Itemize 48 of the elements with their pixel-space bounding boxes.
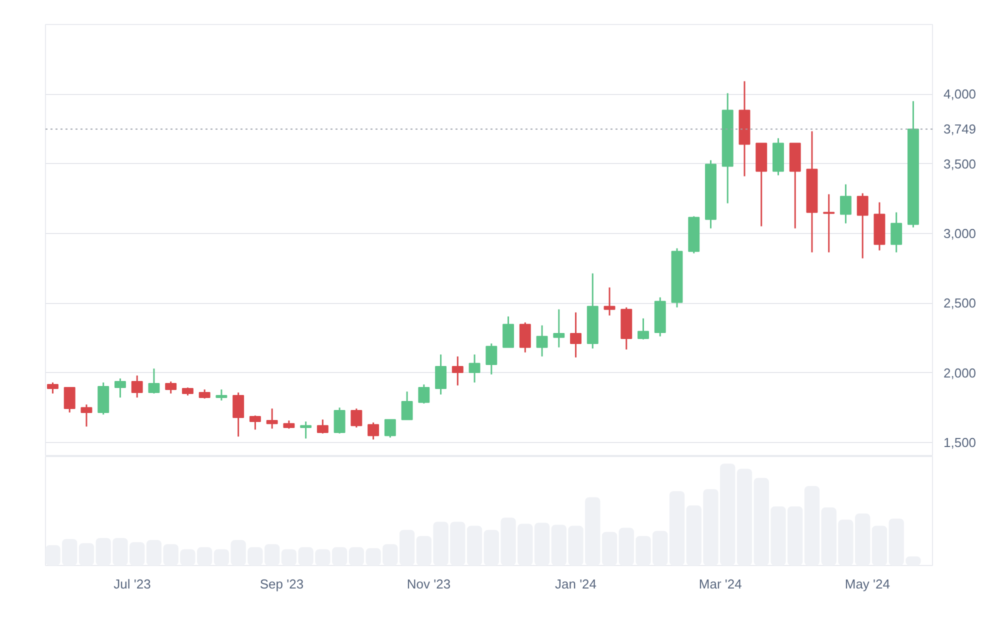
candlestick [468,354,480,384]
y-tick-label: 2,000 [944,365,976,380]
candlestick [350,408,362,428]
x-tick-label: Nov '23 [406,576,451,592]
ref-line-label: 3,749 [944,122,976,137]
x-tick-label: Sep '23 [260,576,304,592]
y-tick-label: 4,000 [944,86,976,102]
y-tick-label: 1,500 [944,435,976,450]
candlestick [638,318,649,340]
candlestick [249,414,261,430]
y-tick-label: 2,500 [944,296,976,311]
candlestick [165,380,177,394]
y-tick-label: 3,000 [944,226,976,242]
candlestick [519,322,531,354]
candlestick [823,193,835,254]
candlestick [401,390,413,420]
x-tick-label: Jan '24 [555,576,597,592]
candlestick [368,422,380,440]
candlestick [536,324,548,358]
candlestick [80,404,92,428]
candlestick [131,374,143,398]
candlestick [486,342,498,376]
candlestick [114,378,126,398]
x-tick-label: Mar '24 [698,576,742,592]
candlestick [840,184,852,224]
candlestick [216,388,228,402]
candlestick [452,356,464,386]
x-tick-label: Jul '23 [114,576,151,592]
candlestick [384,418,396,438]
y-tick-label: 3,500 [944,156,976,172]
candlestick [266,408,278,430]
candlestick [47,382,58,394]
candlestick [148,368,160,394]
candlestick [316,418,328,434]
candlestick [856,192,868,260]
candlestick [570,312,582,358]
candlestick [300,420,312,440]
candlestick [232,392,244,438]
candlestick [604,286,616,316]
candlestick [334,406,346,434]
candlestick [553,308,565,348]
candlestick [64,386,76,414]
candlestick [435,354,447,396]
candlestick [502,316,514,348]
candlestick [198,388,210,400]
candlestick [890,212,902,254]
x-tick-label: May '24 [844,576,890,592]
candlestick [418,384,430,404]
